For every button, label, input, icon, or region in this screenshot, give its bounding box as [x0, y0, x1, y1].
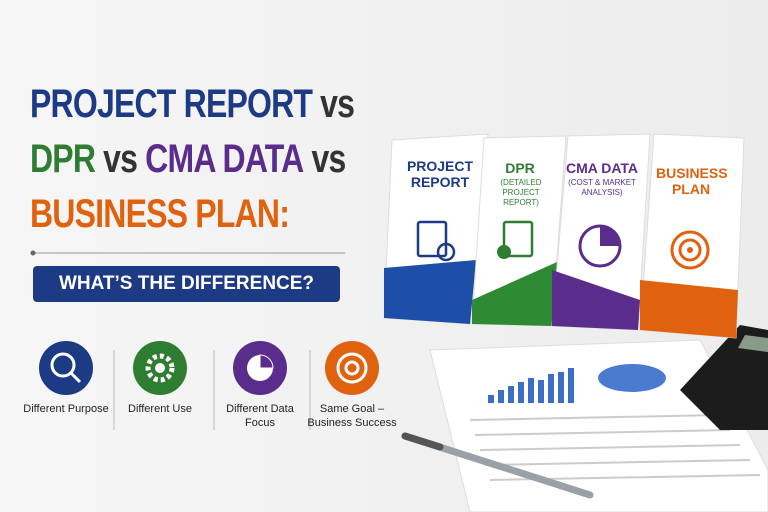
headline-part: PROJECT REPORT: [30, 82, 313, 126]
headline-part: CMA DATA: [145, 137, 304, 181]
headline-line: DPR vs CMA DATA vs: [30, 137, 353, 182]
card-1: [383, 133, 489, 325]
paper-lines: [469, 414, 761, 481]
feature-glyph: [50, 352, 76, 378]
feature-label: Different Purpose: [23, 403, 109, 415]
paper-pie: [598, 364, 666, 392]
feature-glyph: [259, 354, 274, 369]
card-icon-target: [670, 230, 710, 270]
headline-part: DPR: [30, 137, 96, 181]
card-icon-pie-slice: [600, 226, 620, 246]
feature-glyph: [69, 371, 82, 384]
card-icon-gear: [497, 245, 511, 259]
card-4: [639, 133, 745, 339]
calculator-screen: [738, 335, 768, 352]
card-subtitle: (DETAILED PROJECT REPORT): [500, 178, 542, 207]
paper-chart: [488, 368, 574, 403]
headline-part: vs: [320, 82, 355, 126]
pen-tip: [401, 432, 444, 451]
card-title: CMA DATA: [565, 160, 639, 176]
feature-label: Same Goal – Business Success: [307, 403, 397, 429]
feature-label: Different Use: [128, 403, 192, 415]
feature-icon: [39, 341, 93, 395]
card-icon-magnifier: [436, 242, 456, 262]
card-icon-report: [416, 220, 448, 258]
feature-glyph: [336, 352, 368, 384]
card-icon-dpr: [502, 220, 534, 258]
feature-label: Different Data Focus: [226, 403, 294, 429]
headline-part: vs: [311, 137, 346, 181]
headline-line: BUSINESS PLAN:: [30, 192, 297, 237]
card-2: [471, 135, 567, 327]
card-icon-target-center: [687, 247, 693, 253]
card-icon-target-ring: [678, 238, 702, 262]
divider-dot: [30, 250, 36, 256]
card-subtitle: (COST & MARKET ANALYSIS): [568, 178, 636, 197]
headline-line: PROJECT REPORT vs: [30, 82, 362, 127]
banner: WHAT’S THE DIFFERENCE?: [33, 266, 340, 302]
feature-glyph: [145, 353, 175, 383]
feature-glyph: [155, 363, 165, 373]
headline-part: BUSINESS PLAN:: [30, 192, 290, 236]
card-title: PROJECT REPORT: [406, 158, 474, 190]
card-title: DPR: [505, 160, 535, 176]
feature-icon: [325, 341, 379, 395]
card-title: BUSINESS PLAN: [656, 165, 728, 197]
feature-dividers: [113, 350, 311, 430]
feature-glyph: [344, 360, 360, 376]
calculator: [680, 325, 768, 430]
headline-part: vs: [103, 137, 138, 181]
